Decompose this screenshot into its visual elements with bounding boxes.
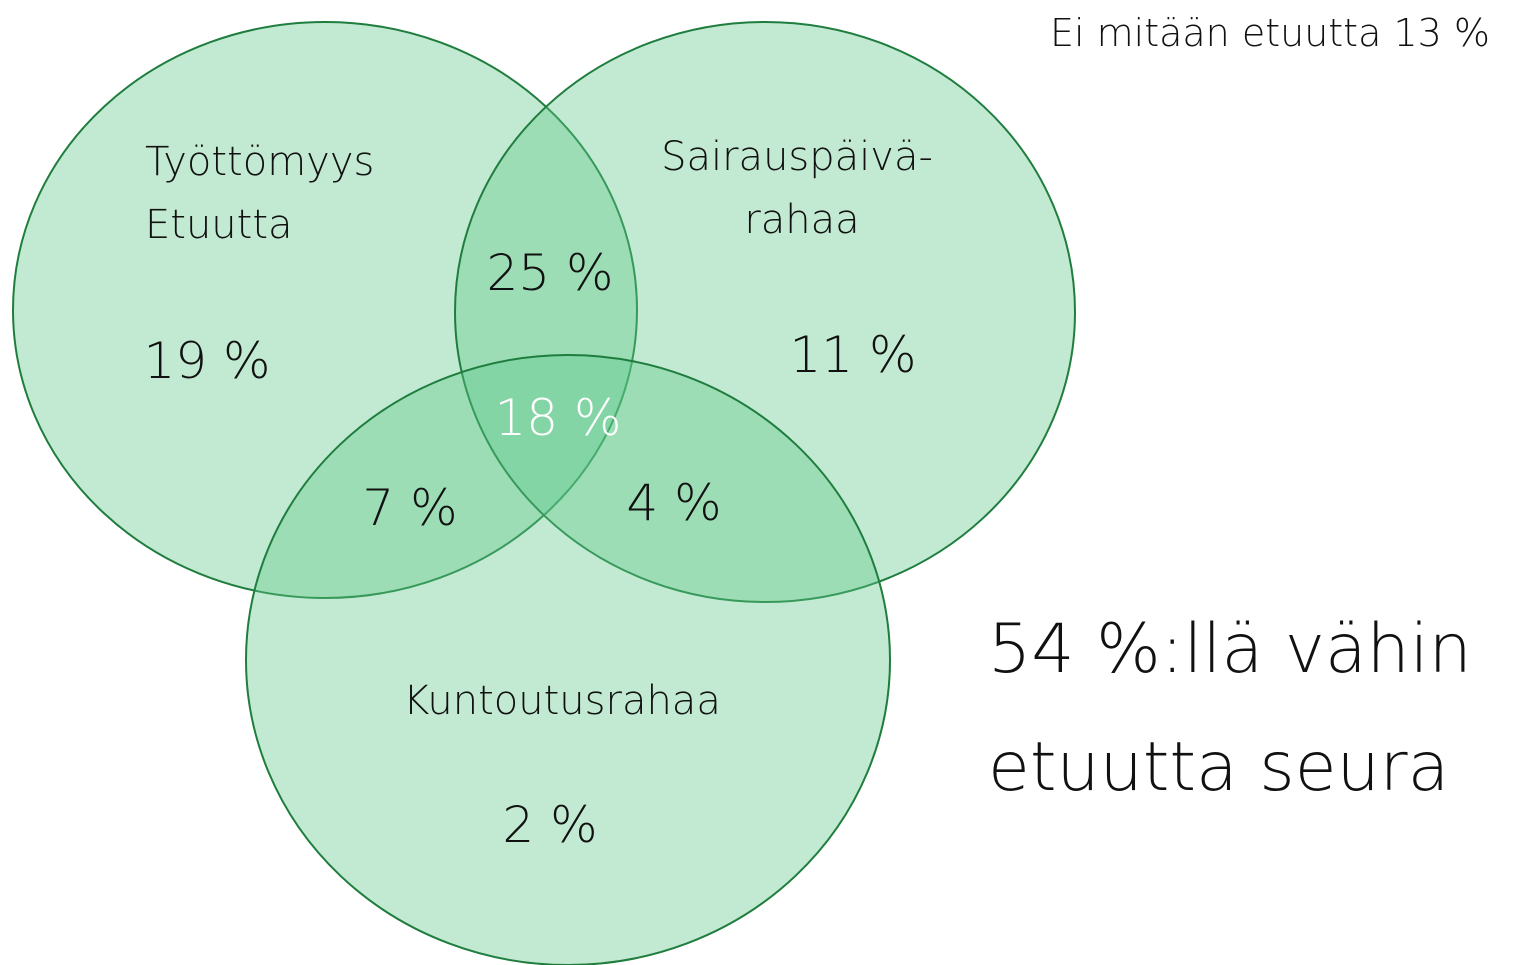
region-value: 25 % <box>486 244 613 302</box>
set-label: Sairauspäivä- <box>661 134 933 180</box>
set-label: Kuntoutusrahaa <box>403 678 721 724</box>
region-value: 2 % <box>502 796 597 854</box>
region-value: 11 % <box>789 326 916 384</box>
region-value: 7 % <box>362 479 457 537</box>
set-label: Työttömyys <box>145 139 374 185</box>
region-value: 4 % <box>626 474 721 532</box>
region-value: 19 % <box>143 332 270 390</box>
set-circle <box>245 354 891 965</box>
region-value: 18 % <box>494 389 621 447</box>
no-benefit-note: Ei mitään etuutta 13 % <box>1050 11 1490 55</box>
set-circle <box>12 21 638 599</box>
set-label: rahaa <box>744 197 859 243</box>
set-circle <box>454 21 1076 603</box>
summary-text: etuutta seura <box>988 728 1449 807</box>
summary-text: 54 %:llä vähin <box>988 610 1472 689</box>
set-label: Etuutta <box>145 202 293 248</box>
